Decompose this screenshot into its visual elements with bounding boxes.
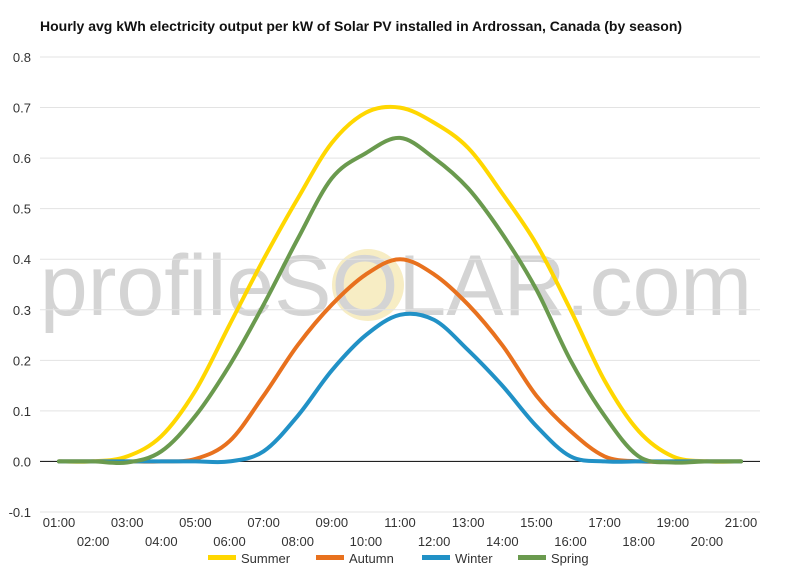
y-tick-label: 0.4: [13, 252, 31, 267]
y-tick-label: 0.6: [13, 151, 31, 166]
y-tick-label: 0.0: [13, 454, 31, 469]
x-tick-label: 19:00: [657, 515, 690, 530]
x-tick-label: 06:00: [213, 534, 246, 549]
x-tick-label: 04:00: [145, 534, 178, 549]
x-tick-label: 03:00: [111, 515, 144, 530]
x-tick-label: 20:00: [691, 534, 724, 549]
x-tick-label: 17:00: [588, 515, 621, 530]
y-tick-label: 0.5: [13, 202, 31, 217]
x-tick-label: 01:00: [43, 515, 76, 530]
x-tick-label: 14:00: [486, 534, 519, 549]
legend-swatch-autumn: [316, 555, 344, 560]
x-tick-label: 18:00: [622, 534, 655, 549]
legend-swatch-spring: [518, 555, 546, 560]
x-tick-label: 21:00: [725, 515, 758, 530]
legend-swatch-winter: [422, 555, 450, 560]
y-tick-label: 0.8: [13, 50, 31, 65]
legend-label-winter: Winter: [455, 551, 493, 566]
y-tick-label: 0.3: [13, 303, 31, 318]
y-axis-ticks: -0.1 0.0 0.1 0.2 0.3 0.4 0.5 0.6 0.7 0.8: [9, 50, 31, 520]
x-tick-label: 12:00: [418, 534, 451, 549]
x-tick-label: 02:00: [77, 534, 110, 549]
series-line-summer: [57, 104, 743, 464]
y-tick-label: -0.1: [9, 505, 31, 520]
x-tick-label: 08:00: [281, 534, 314, 549]
series-line-winter: [57, 311, 743, 465]
x-tick-label: 05:00: [179, 515, 212, 530]
legend-label-autumn: Autumn: [349, 551, 394, 566]
chart-title: Hourly avg kWh electricity output per kW…: [40, 18, 683, 34]
x-axis-ticks: 01:0002:0003:0004:0005:0006:0007:0008:00…: [43, 515, 758, 549]
x-tick-label: 15:00: [520, 515, 553, 530]
legend-swatch-summer: [208, 555, 236, 560]
x-tick-label: 13:00: [452, 515, 485, 530]
x-tick-label: 11:00: [384, 515, 416, 530]
legend-label-spring: Spring: [551, 551, 589, 566]
legend: Summer Autumn Winter Spring: [208, 551, 589, 566]
y-tick-label: 0.7: [13, 101, 31, 116]
y-tick-label: 0.2: [13, 353, 31, 368]
x-tick-label: 10:00: [350, 534, 383, 549]
watermark: profileSOLAR.com: [40, 238, 752, 334]
x-tick-label: 16:00: [554, 534, 587, 549]
watermark-text: profileSOLAR.com: [40, 238, 752, 334]
series-lines: [57, 104, 743, 466]
legend-label-summer: Summer: [241, 551, 291, 566]
watermark-sun-icon: [332, 249, 404, 321]
x-tick-label: 07:00: [247, 515, 280, 530]
y-tick-label: 0.1: [13, 404, 31, 419]
series-line-spring: [57, 135, 743, 466]
x-tick-label: 09:00: [316, 515, 349, 530]
